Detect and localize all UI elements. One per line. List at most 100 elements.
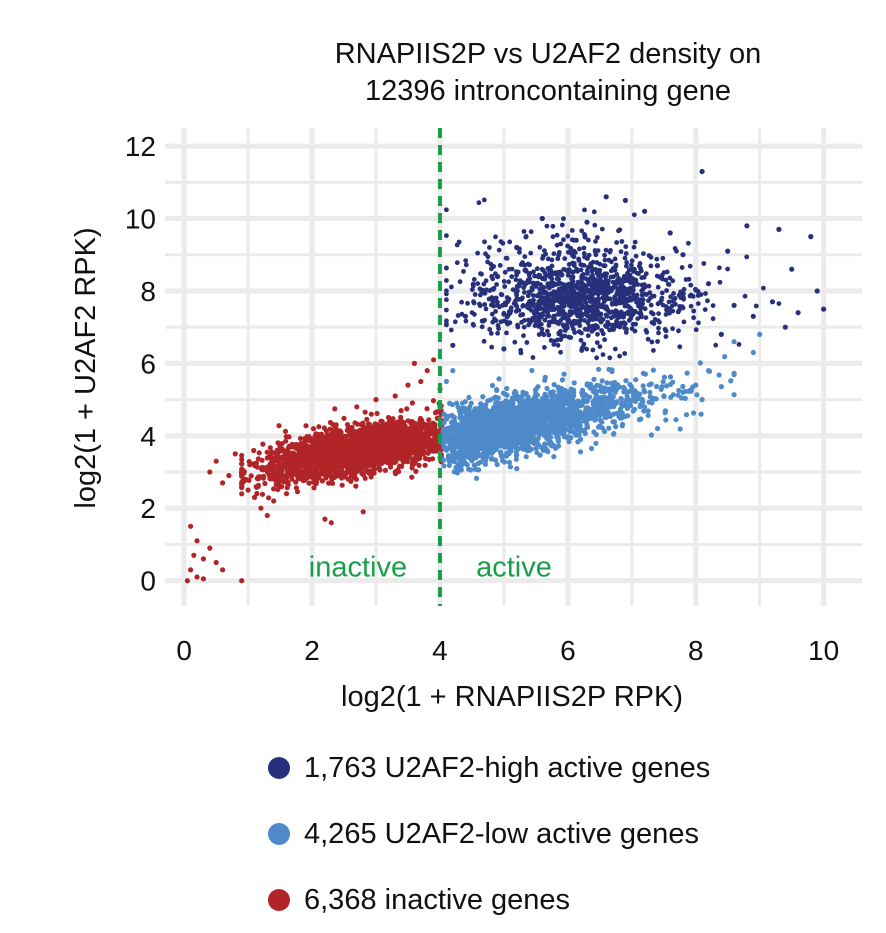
point-low-active [505,428,511,434]
point-low-active [544,435,550,442]
point-inactive [364,416,370,422]
point-low-active [456,440,462,446]
point-inactive [260,475,266,481]
point-low-active [584,407,591,413]
point-inactive [373,397,379,403]
point-inactive [368,411,374,417]
point-high-active [522,290,527,295]
point-low-active [556,443,562,449]
point-inactive [306,434,312,440]
point-inactive [344,427,350,433]
point-inactive [339,473,345,479]
point-inactive [287,455,293,461]
point-high-active [629,258,635,264]
point-inactive [293,467,299,474]
point-low-active [661,393,667,399]
point-inactive [411,360,417,366]
point-high-active [504,330,509,336]
point-low-active [613,386,619,392]
point-inactive [299,462,305,468]
point-low-active [494,387,500,393]
point-low-active [526,400,532,406]
point-inactive [188,523,194,529]
point-low-active [684,370,690,376]
point-inactive [200,556,206,562]
point-inactive [368,468,374,474]
point-low-active [533,386,539,392]
point-inactive [409,428,415,434]
point-high-active [465,300,470,306]
point-inactive [310,454,316,460]
point-inactive [339,482,345,488]
point-low-active [551,454,557,460]
point-low-active [660,379,666,385]
point-inactive [254,484,260,490]
point-inactive [423,422,429,428]
point-low-active [553,431,559,437]
point-low-active [501,459,508,465]
point-high-active [560,322,566,328]
point-inactive [359,448,365,454]
point-high-active [686,240,691,246]
point-inactive [431,357,437,363]
point-low-active [554,393,560,399]
point-inactive [380,435,386,441]
point-inactive [378,424,384,430]
point-low-active [526,422,532,428]
point-low-active [630,387,636,393]
point-inactive [333,459,339,465]
point-inactive [424,368,430,374]
point-inactive [415,440,422,446]
point-low-active [633,377,639,383]
point-low-active [495,395,501,401]
point-inactive [194,538,200,544]
point-inactive [282,452,288,458]
point-high-active [618,249,624,255]
point-inactive [246,477,252,483]
point-inactive [271,498,277,504]
point-inactive [400,440,406,446]
point-inactive [184,578,190,584]
point-high-active [643,328,649,333]
point-low-active [544,427,550,433]
point-high-active [452,319,458,325]
point-low-active [555,384,561,390]
point-low-active [500,453,506,459]
point-low-active [534,392,540,398]
point-inactive [248,473,254,479]
point-low-active [499,416,505,423]
point-high-active [654,256,660,262]
point-high-active [691,315,696,321]
point-inactive [362,409,368,415]
point-inactive [352,475,358,481]
point-low-active [640,370,647,376]
point-inactive [380,459,386,465]
point-inactive [207,469,213,475]
point-inactive [396,426,402,432]
point-inactive [430,448,436,454]
point-inactive [300,456,306,462]
point-inactive [361,429,367,435]
point-low-active [648,432,655,438]
point-inactive [310,436,316,442]
point-inactive [254,490,260,497]
point-low-active [535,435,541,442]
point-low-active [757,331,763,337]
point-low-active [645,412,651,418]
point-low-active [547,407,553,413]
point-low-active [624,403,631,409]
point-low-active [627,381,633,388]
point-inactive [254,464,260,470]
point-inactive [280,448,286,454]
point-inactive [277,472,283,479]
point-low-active [577,449,584,455]
point-inactive [430,442,436,448]
point-inactive [391,453,397,459]
point-low-active [661,374,668,380]
point-inactive [295,459,302,465]
point-inactive [265,466,271,472]
point-low-active [550,412,556,418]
point-low-active [619,423,625,429]
point-low-active [609,368,615,375]
point-low-active [539,417,545,423]
